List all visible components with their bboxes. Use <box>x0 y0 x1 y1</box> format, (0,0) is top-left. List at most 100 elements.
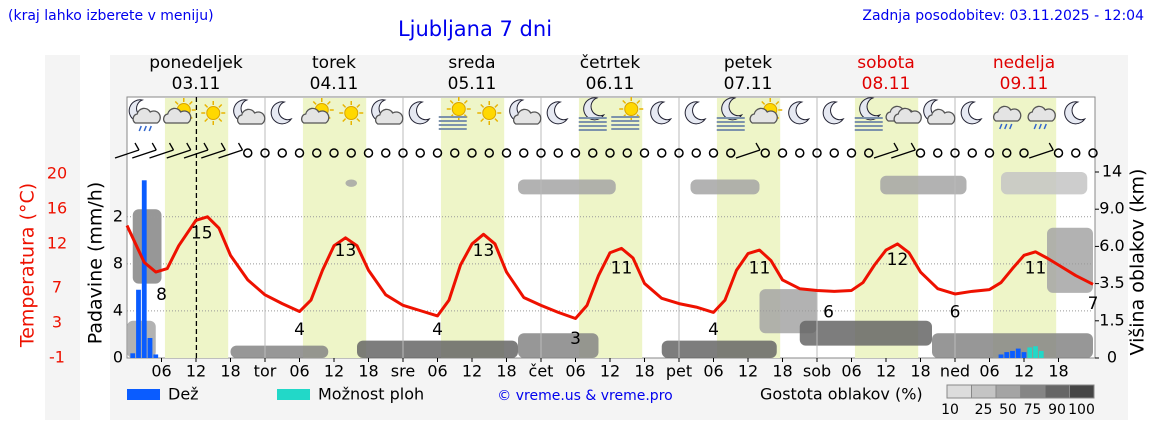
weather-icon <box>960 101 983 125</box>
wind-calm <box>432 148 443 158</box>
wind-calm <box>294 148 305 158</box>
cloud-tick-label: 6.0 <box>1099 236 1124 255</box>
sun-ray <box>342 118 347 123</box>
wind-calm <box>846 148 857 158</box>
wind-barb <box>893 142 899 151</box>
temperature-axis-title: Temperatura (°C) <box>17 183 39 348</box>
moon <box>408 101 431 125</box>
wind-barb <box>149 149 174 159</box>
rain-drop <box>1009 123 1013 130</box>
wind-calm <box>708 148 719 158</box>
wind-barb <box>735 149 761 159</box>
daylight-band <box>992 98 1057 358</box>
credit: © vreme.us & vreme.pro <box>497 388 672 404</box>
wind-barb <box>910 142 916 151</box>
x-tick-label: sre <box>391 362 415 381</box>
density-swatch <box>1020 384 1046 399</box>
weather-icon <box>1027 105 1056 130</box>
wind-barb <box>237 142 244 151</box>
wind-calm <box>795 148 805 158</box>
cloud-layer <box>880 175 967 195</box>
wind-calm <box>933 148 943 158</box>
day-date: 05.11 <box>448 74 497 94</box>
sun-ray <box>449 99 454 104</box>
x-tick-label: 12 <box>600 362 620 381</box>
sun-ray <box>188 100 193 105</box>
weather-icon <box>408 101 431 125</box>
weather-icon <box>371 99 404 125</box>
wind-calm <box>915 148 926 158</box>
temperature-tick-label: 20 <box>47 163 67 182</box>
weather-icon <box>822 101 845 125</box>
wind-calm <box>622 148 632 158</box>
sun-ray <box>312 100 317 105</box>
legend-swatch <box>127 389 160 400</box>
cloud-layer <box>1047 227 1093 293</box>
weather-icon <box>716 97 745 131</box>
wind-calm <box>950 148 960 158</box>
x-tick-label: 06 <box>565 362 585 381</box>
header-note: (kraj lahko izberete v meniju) <box>8 8 214 24</box>
wind-calm <box>984 148 995 158</box>
moon <box>650 101 673 125</box>
precipitation-tick-label: 8 <box>113 253 123 272</box>
temperature-tick-label: 12 <box>47 233 67 252</box>
cloud-tick-label: 1.5 <box>1099 310 1124 329</box>
legend-swatch <box>277 389 310 400</box>
cloud-tick-label: 0 <box>1107 348 1117 367</box>
day-date: 09.11 <box>1000 74 1049 94</box>
density-label: 50 <box>999 402 1017 418</box>
weather-icon <box>509 99 542 125</box>
sun-ray <box>494 103 499 108</box>
cloud-layer <box>932 333 1093 358</box>
cloud <box>375 108 404 125</box>
cloud <box>893 107 922 124</box>
weather-icon <box>438 97 471 130</box>
wind-calm <box>588 148 598 158</box>
density-label: 75 <box>1024 402 1042 418</box>
temperature-label: 6 <box>950 303 961 323</box>
rain-drop <box>143 125 147 132</box>
wind-calm <box>381 148 391 158</box>
wind-calm <box>639 148 650 158</box>
wind-calm <box>277 148 287 158</box>
temperature-tick-label: 7 <box>52 277 62 296</box>
precipitation-bar <box>998 354 1004 358</box>
temperature-label: 15 <box>191 224 213 244</box>
wind-calm <box>657 148 667 158</box>
x-tick-label: 06 <box>979 362 999 381</box>
wind-calm <box>312 148 322 158</box>
sun-ray <box>204 118 209 123</box>
temperature-label: 11 <box>611 259 633 279</box>
moon <box>270 101 293 125</box>
cloud-legend-title: Gostota oblakov (%) <box>760 385 923 404</box>
rain-drop <box>999 123 1003 130</box>
wind-calm <box>1002 148 1012 158</box>
sun-ray <box>480 118 485 123</box>
wind-calm <box>674 148 684 158</box>
x-tick-label: 18 <box>358 362 378 381</box>
weather-icon <box>788 101 811 125</box>
x-tick-label: 12 <box>738 362 758 381</box>
x-tick-label: 12 <box>1014 362 1034 381</box>
x-tick-label: 18 <box>496 362 516 381</box>
wind-barb <box>1048 142 1054 151</box>
sun <box>206 106 221 120</box>
precipitation-bar <box>1038 350 1044 358</box>
density-swatch <box>995 384 1021 399</box>
wind-calm <box>329 148 339 158</box>
sun-ray <box>218 118 223 123</box>
wind-barb <box>166 149 191 159</box>
weather-icon <box>650 101 673 125</box>
density-label: 90 <box>1048 402 1066 418</box>
wind-calm <box>1019 148 1029 158</box>
cloud-layer <box>799 320 932 346</box>
x-tick-label: čet <box>529 362 554 381</box>
density-swatch <box>1069 384 1095 399</box>
header-updated: Zadnja posodobitev: 03.11.2025 - 12:04 <box>862 8 1144 24</box>
temperature-label: 11 <box>1025 259 1047 279</box>
wind-calm <box>243 148 253 158</box>
weather-icon <box>854 97 883 131</box>
x-tick-label: pet <box>666 362 692 381</box>
